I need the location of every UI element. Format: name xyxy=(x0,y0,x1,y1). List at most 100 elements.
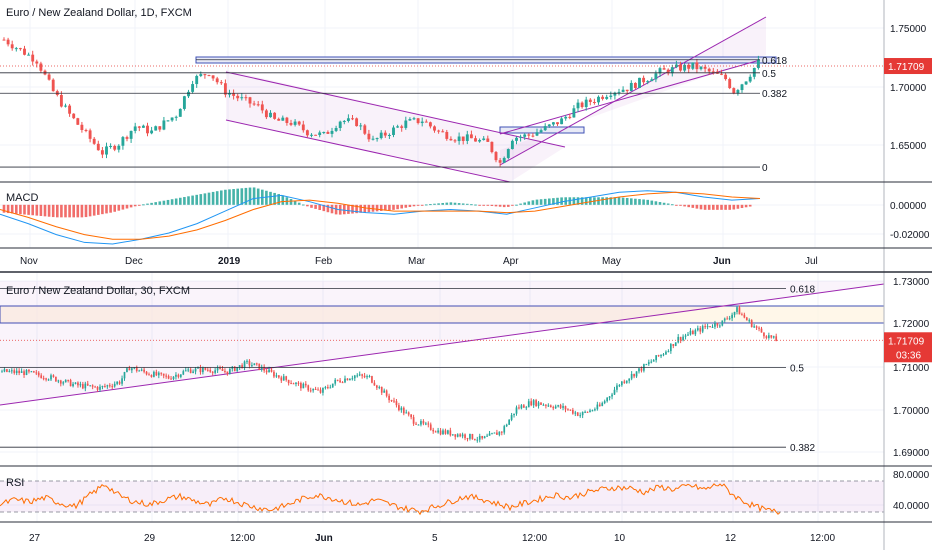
daily-candle xyxy=(531,135,535,137)
daily-price-pane[interactable]: 0.618 0.5 0.382 0 Euro / New Zealand Dollar… xyxy=(0,7,884,183)
daily-candle xyxy=(301,124,305,131)
intraday-candle xyxy=(204,367,207,370)
macd-hist-bar xyxy=(125,204,129,209)
intraday-candle xyxy=(571,409,574,414)
macd-hist-bar xyxy=(572,197,576,205)
intraday-candle xyxy=(187,369,190,371)
daily-candle xyxy=(588,99,592,103)
macd-hist-bar xyxy=(347,204,350,214)
intraday-candle xyxy=(760,328,763,333)
intraday-candle xyxy=(148,374,150,376)
daily-candle xyxy=(195,75,199,85)
intraday-candle xyxy=(532,400,535,406)
daily-candle xyxy=(638,77,641,89)
intraday-candle xyxy=(608,396,611,398)
intraday-candle xyxy=(270,369,273,372)
macd-hist-bar xyxy=(318,204,321,211)
intraday-candle xyxy=(471,434,474,440)
intraday-candle xyxy=(616,385,618,390)
macd-hist-bar xyxy=(64,204,67,218)
daily-candle xyxy=(334,127,338,131)
macd-hist-bar xyxy=(326,204,330,213)
daily-candle xyxy=(207,75,211,77)
intraday-candle xyxy=(542,404,545,406)
intraday-candle xyxy=(601,403,604,406)
daily-candle xyxy=(170,117,174,121)
daily-candle xyxy=(740,84,744,91)
macd-hist-bar xyxy=(174,198,178,205)
intraday-candle xyxy=(282,376,285,381)
macd-hist-bar xyxy=(76,204,80,218)
intraday-candle xyxy=(165,375,168,377)
daily-candle xyxy=(248,97,252,104)
macd-hist-bar xyxy=(236,188,239,205)
intraday-candle xyxy=(679,336,682,341)
daily-candle xyxy=(191,84,195,92)
daily-candle xyxy=(6,39,10,45)
intraday-candle xyxy=(728,318,731,320)
daily-candle xyxy=(39,63,43,71)
intraday-candle xyxy=(530,401,533,406)
macd-hist-bar xyxy=(215,191,219,205)
intraday-candle xyxy=(226,371,229,375)
macd-hist-bar xyxy=(322,204,326,212)
intraday-candle xyxy=(393,400,395,402)
macd-hist-bar xyxy=(601,197,604,205)
intraday-candle xyxy=(723,318,726,321)
intraday-candle xyxy=(329,387,332,389)
daily-candle xyxy=(482,138,486,141)
intraday-candle xyxy=(505,424,508,427)
support-zone-box xyxy=(499,126,585,134)
rsi-pane[interactable]: RSI xyxy=(0,477,884,516)
intraday-candle xyxy=(59,380,62,384)
macd-hist-bar xyxy=(88,204,92,217)
daily-chart-title: Euro / New Zealand Dollar, 1D, FXCM xyxy=(6,7,192,19)
macd-hist-bar xyxy=(560,197,563,205)
intraday-candle xyxy=(300,383,302,389)
intraday-candle xyxy=(488,433,491,436)
macd-hist-bar xyxy=(379,204,383,211)
intraday-candle xyxy=(238,365,241,368)
intraday-candle xyxy=(589,410,591,413)
daily-candle xyxy=(27,54,31,56)
daily-candle xyxy=(564,116,568,119)
macd-hist-bar xyxy=(220,190,223,205)
intraday-candle xyxy=(611,394,613,397)
intraday-candle xyxy=(623,381,626,383)
intraday-candle xyxy=(150,374,153,377)
intraday-candle xyxy=(317,389,319,391)
daily-candle xyxy=(72,113,76,119)
intraday-candle xyxy=(179,374,182,377)
intraday-candle xyxy=(351,378,354,380)
intraday-candle xyxy=(211,371,214,373)
intraday-candle xyxy=(30,371,33,373)
intraday-candle xyxy=(285,376,288,380)
macd-hist-bar xyxy=(273,192,276,205)
macd-hist-bar xyxy=(548,198,551,205)
intraday-candle xyxy=(197,367,199,369)
intraday-candle xyxy=(758,327,760,329)
intraday-fib-label: 0.5 xyxy=(790,363,804,374)
intraday-candle xyxy=(537,402,540,406)
intraday-candle xyxy=(569,409,572,411)
daily-price-tick: 1.75000 xyxy=(890,24,927,35)
intraday-candle xyxy=(647,362,650,365)
intraday-candle xyxy=(557,405,560,407)
intraday-price-pane[interactable]: 0.618 0.5 0.382 Euro / New Zealand Dollar,… xyxy=(0,281,885,454)
daily-candle xyxy=(510,140,514,150)
macd-pane[interactable]: MACD xyxy=(0,187,761,245)
daily-candle xyxy=(314,134,318,136)
macd-hist-bar xyxy=(687,204,690,208)
intraday-candle xyxy=(123,372,126,379)
intraday-candle xyxy=(476,439,479,441)
daily-candle xyxy=(269,112,272,118)
macd-hist-bar xyxy=(531,200,535,205)
daily-candle xyxy=(601,96,605,99)
daily-candle xyxy=(215,78,219,83)
intraday-price-tick: 1.71000 xyxy=(893,363,930,374)
intraday-candle xyxy=(434,431,437,433)
macd-hist-bar xyxy=(449,202,453,205)
daily-candle xyxy=(547,124,551,127)
intraday-candle xyxy=(55,376,57,382)
